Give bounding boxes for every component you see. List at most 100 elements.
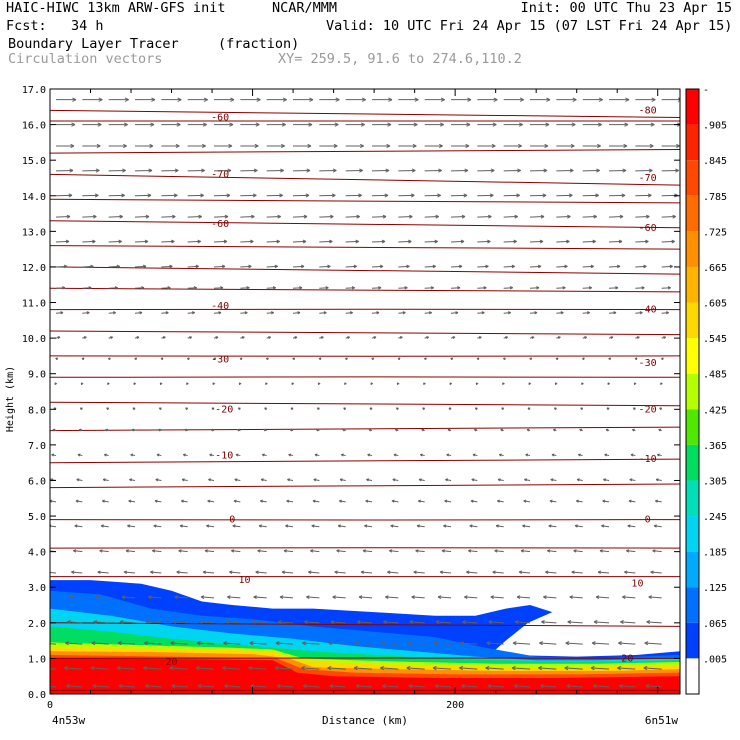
y-tick-label: 12.0 — [22, 263, 46, 274]
vector-arrow — [451, 143, 470, 149]
vector-arrow — [69, 595, 83, 600]
vector-arrow — [92, 684, 109, 689]
vector-arrow — [187, 193, 204, 198]
y-tick-label: 2.0 — [28, 619, 46, 630]
vector-arrow — [567, 620, 583, 624]
vector-arrow — [187, 336, 192, 340]
vector-arrow — [82, 193, 99, 198]
vector-arrow — [398, 214, 413, 219]
vector-arrow — [345, 336, 350, 340]
vector-arrow — [315, 428, 320, 432]
vector-arrow — [576, 499, 583, 503]
isotherm--15 — [50, 401, 680, 407]
vector-arrow — [661, 357, 664, 361]
vector-arrow — [441, 549, 452, 553]
vector-arrow — [569, 595, 583, 600]
vector-arrow — [161, 193, 178, 198]
colorbar-swatch — [686, 160, 699, 196]
vector-arrow — [249, 641, 267, 646]
vector-arrow — [602, 499, 610, 503]
vector-arrow — [393, 453, 399, 457]
isotherm--55 — [50, 220, 680, 229]
vector-arrow — [354, 641, 373, 646]
vector-arrow — [398, 264, 410, 269]
y-tick-label: 14.0 — [22, 192, 46, 203]
vector-arrow — [55, 168, 74, 173]
vector-arrow — [648, 595, 662, 600]
vector-arrow — [450, 311, 459, 315]
vector-arrow — [202, 570, 215, 575]
vector-arrow — [550, 478, 557, 482]
isotherm-label: -20 — [215, 404, 233, 415]
vector-arrow — [266, 264, 278, 269]
vector-arrow — [213, 357, 217, 361]
vector-arrow — [581, 382, 584, 386]
vector-arrow — [371, 214, 387, 219]
vector-arrow — [486, 641, 504, 646]
vector-arrow — [599, 549, 610, 553]
vector-arrow — [208, 478, 215, 482]
colorbar-swatch — [686, 658, 699, 694]
vector-arrow — [289, 428, 294, 432]
vector-arrow — [301, 666, 320, 671]
vector-arrow — [520, 549, 531, 553]
vector-arrow — [127, 524, 136, 528]
vector-arrow — [579, 428, 583, 432]
vector-arrow — [78, 428, 83, 432]
vector-arrow — [55, 264, 68, 269]
vector-arrow — [556, 193, 573, 198]
vector-arrow — [660, 382, 663, 386]
vector-arrow — [530, 168, 548, 173]
vector-arrow — [108, 168, 126, 173]
vector-arrow — [265, 382, 268, 386]
colorbar-label: .365 — [703, 441, 727, 452]
vector-arrow — [475, 382, 479, 386]
vector-arrow — [576, 478, 583, 482]
vector-arrow — [552, 428, 557, 432]
vector-arrow — [389, 549, 399, 553]
vector-arrow — [187, 168, 205, 173]
vector-arrow — [617, 666, 636, 671]
vector-arrow — [108, 97, 129, 102]
vector-arrow — [529, 264, 542, 269]
vector-arrow — [424, 357, 427, 361]
vector-arrow — [319, 97, 340, 102]
vector-arrow — [582, 336, 588, 340]
y-tick-label: 5.0 — [28, 512, 46, 523]
vector-arrow — [633, 382, 637, 386]
vector-arrow — [197, 684, 215, 689]
vector-arrow — [56, 143, 75, 149]
vector-arrow — [630, 453, 636, 457]
model-title: HAIC-HIWC 13km ARW-GFS init — [6, 0, 226, 16]
vector-arrow — [345, 286, 355, 290]
vector-arrow — [381, 641, 399, 646]
vector-arrow — [181, 478, 188, 482]
vector-arrow — [450, 336, 456, 340]
vector-arrow — [150, 570, 162, 575]
organization-label: NCAR/MMM — [272, 0, 338, 16]
vector-arrow — [187, 214, 202, 219]
vector-arrow — [661, 311, 669, 315]
vector-arrow — [556, 122, 576, 127]
vector-arrow — [108, 311, 116, 315]
vector-arrow — [424, 311, 432, 315]
vector-arrow — [394, 428, 399, 432]
vector-arrow — [573, 549, 583, 553]
vector-arrow — [260, 478, 267, 482]
isotherm-label: -60 — [211, 112, 229, 123]
vector-arrow — [369, 407, 373, 411]
vector-arrow — [609, 214, 624, 219]
vector-arrow — [292, 336, 298, 340]
vector-arrow — [304, 620, 320, 624]
vector-arrow — [210, 428, 215, 432]
vector-arrow — [406, 666, 425, 671]
vector-arrow — [661, 168, 679, 173]
isotherm--40 — [50, 287, 680, 293]
vector-arrow — [462, 620, 478, 624]
vector-arrow — [604, 453, 610, 457]
vector-arrow — [655, 478, 662, 482]
vector-arrow — [213, 193, 231, 198]
vector-arrow — [306, 595, 320, 600]
vector-arrow — [281, 570, 294, 575]
vector-arrow — [606, 407, 610, 411]
